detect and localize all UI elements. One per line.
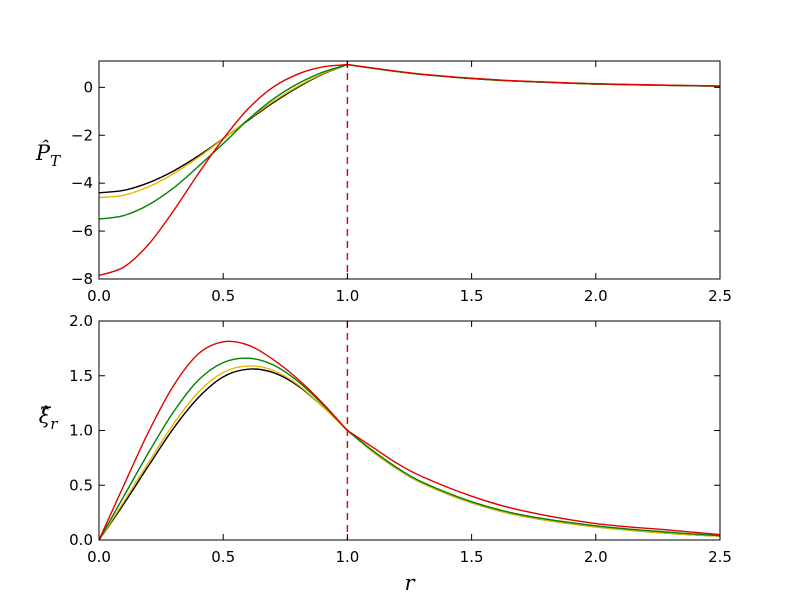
y-axis-label: P̂T <box>35 141 61 170</box>
x-tick-label: 0.0 <box>87 548 111 566</box>
y-tick-label: 0 <box>83 78 93 96</box>
series-line-4 <box>99 63 720 277</box>
x-tick-label: 1.5 <box>460 287 484 305</box>
y-axis-label: ξ̂r <box>39 404 59 433</box>
y-tick-label: −4 <box>71 174 93 192</box>
x-tick-label: 2.0 <box>584 548 608 566</box>
x-tick-label: 1.0 <box>335 548 359 566</box>
y-tick-label: 0.0 <box>69 531 93 549</box>
x-tick-label: 0.5 <box>211 287 235 305</box>
y-tick-label: 1.5 <box>69 367 93 385</box>
series-line-3 <box>99 357 720 540</box>
series-line-1 <box>99 368 720 540</box>
series-line-4 <box>99 340 720 540</box>
x-tick-label: 0.0 <box>87 287 111 305</box>
panel-1: 0.0 0.5 1.0 1.5 2.0 2.5 −8 −6 −4 −2 0 P̂T <box>35 60 732 305</box>
x-tick-label: 2.0 <box>584 287 608 305</box>
plot-frame <box>98 320 721 541</box>
x-tick-label: 0.5 <box>211 548 235 566</box>
y-tick-label: −8 <box>71 270 93 288</box>
x-tick-label: 1.5 <box>460 548 484 566</box>
x-tick-label: 2.5 <box>708 287 732 305</box>
x-axis-label: r <box>404 571 416 595</box>
series-line-3 <box>99 63 720 220</box>
y-tick-label: 0.5 <box>69 476 93 494</box>
plot-frame <box>98 60 721 280</box>
panel-2: 0.0 0.5 1.0 1.5 2.0 2.5 0.0 0.5 1.0 1.5 2.0 ξ̂r r <box>39 312 732 595</box>
series-group <box>99 63 720 277</box>
y-tick-label: −2 <box>71 126 93 144</box>
series-line-2 <box>99 365 720 540</box>
y-tick-label: −6 <box>71 222 93 240</box>
x-tick-label: 2.5 <box>708 548 732 566</box>
x-tick-label: 1.0 <box>335 287 359 305</box>
y-tick-label: 2.0 <box>69 312 93 330</box>
series-group <box>99 340 720 540</box>
y-tick-label: 1.0 <box>69 422 93 440</box>
